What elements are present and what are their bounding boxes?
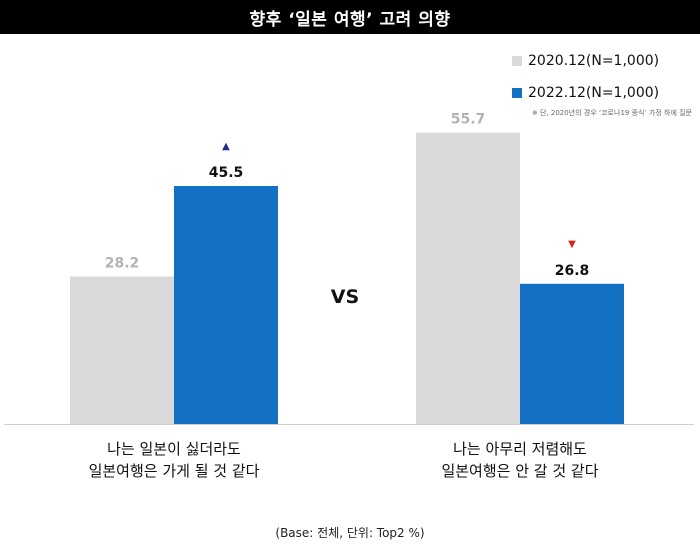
data-label-2020-cat-1: 28.2 <box>105 255 140 271</box>
legend-label-2022: 2022.12(N=1,000) <box>528 85 660 101</box>
chart-title: 향후 ‘일본 여행’ 고려 의향 <box>0 0 700 34</box>
legend-item-2022: 2022.12(N=1,000) <box>512 80 692 106</box>
bar-2022-cat-2 <box>520 283 624 424</box>
data-label-2022-cat-2: 26.8 <box>555 263 590 279</box>
data-label-2022-cat-1: 45.5 <box>209 165 244 181</box>
category-label-1: 나는 일본이 싫더라도 일본여행은 가게 될 것 같다 <box>24 438 324 482</box>
legend-label-2020: 2020.12(N=1,000) <box>528 53 660 69</box>
category-label-2-line-2: 일본여행은 안 갈 것 같다 <box>441 462 599 480</box>
legend-swatch-2022 <box>512 88 522 98</box>
bar-2020-cat-1 <box>70 276 174 424</box>
legend-swatch-2020 <box>512 56 522 66</box>
category-label-2-line-1: 나는 아무리 저렴해도 <box>453 440 587 458</box>
vs-label: VS <box>331 286 359 308</box>
increase-marker-icon: ▲ <box>222 141 230 152</box>
category-label-1-line-1: 나는 일본이 싫더라도 <box>107 440 241 458</box>
bar-2020-cat-2 <box>416 132 520 424</box>
legend: 2020.12(N=1,000) 2022.12(N=1,000) <box>512 48 692 112</box>
base-note: (Base: 전체, 단위: Top2 %) <box>275 526 425 540</box>
bar-2022-cat-1 <box>174 186 278 424</box>
data-label-2020-cat-2: 55.7 <box>451 112 486 128</box>
category-label-1-line-2: 일본여행은 가게 될 것 같다 <box>88 462 260 480</box>
decrease-marker-icon: ▼ <box>568 239 576 250</box>
footnote: ※ 단, 2020년의 경우 ‘코로나19 종식’ 가정 하에 질문 <box>531 109 692 117</box>
legend-item-2020: 2020.12(N=1,000) <box>512 48 692 74</box>
category-label-2: 나는 아무리 저렴해도 일본여행은 안 갈 것 같다 <box>370 438 670 482</box>
